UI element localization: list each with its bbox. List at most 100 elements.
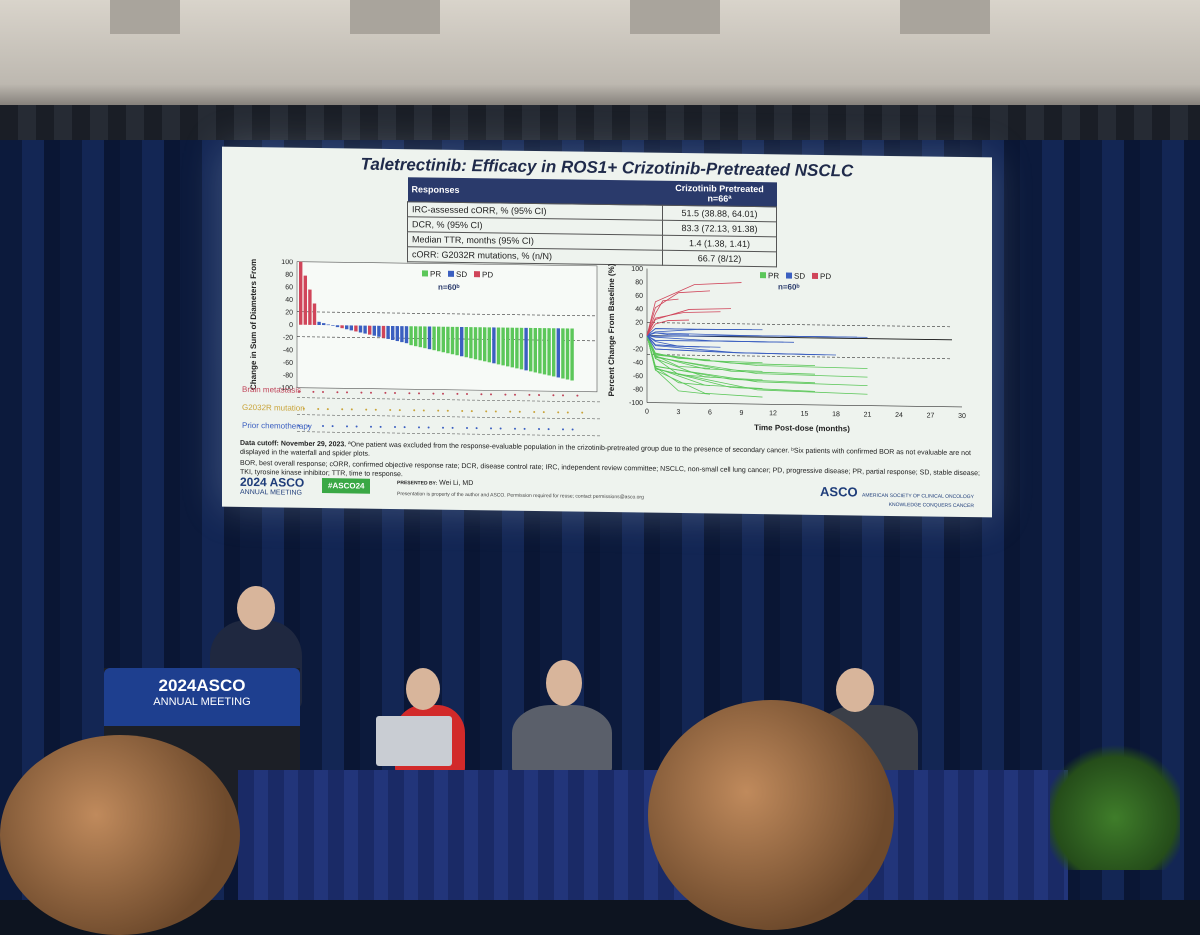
annotation-dot [499,427,502,430]
annotation-dot [331,425,334,428]
annotation-dot [562,394,564,397]
legend-sd: SD [794,272,805,281]
waterfall-ylabel: Best Percent Change in Sum of Diameters … [249,259,258,396]
waterfall-ytick: 60 [285,284,293,291]
spider-line [646,335,816,367]
spider-line [646,335,774,343]
annotation-dot [437,409,440,412]
annotation-dot [451,426,454,429]
ceiling-beam [630,0,720,34]
annotation-dot [302,407,305,410]
table-cell-value: 51.5 (38.88, 64.01) [662,205,777,222]
ceiling [0,0,1200,120]
spider-xtick: 9 [740,410,744,417]
waterfall-bar [377,325,381,337]
table-header-responses: Responses [407,177,663,206]
legend-swatch-sd [448,270,454,277]
annotation-dot [470,410,473,413]
waterfall-ytick: 80 [285,272,293,279]
annotation-dot [581,411,584,414]
spider-line [646,335,847,338]
podium-sign: 2024ASCO ANNUAL MEETING [104,668,300,726]
annotation-divider [297,397,602,403]
spider-xaxis [647,402,962,408]
annotation-dot [542,411,545,414]
waterfall-bar [326,324,330,326]
annotation-dot [398,409,401,412]
annotation-dot [394,392,396,395]
spider-xtick: 27 [927,412,935,419]
annotation-dot [442,392,444,395]
spider-xtick: 21 [864,412,872,419]
spider-ylabel: Percent Change From Baseline (%) [607,264,616,397]
spider-xtick: 3 [677,409,681,416]
presenter: PRESENTED BY: Wei Li, MD [397,479,473,487]
annotation-dot [456,392,459,395]
waterfall-ytick: 20 [285,309,293,316]
waterfall-bar [345,325,349,330]
speaker-head [237,586,275,630]
waterfall-bar [533,327,538,373]
annotation-dot [466,393,468,396]
legend-pr: PR [430,270,441,279]
waterfall-bar [418,326,423,348]
annotation-dot [485,410,488,413]
panelist-3-head [836,668,874,712]
waterfall-bar [487,327,492,363]
asco-society-logo: ASCO AMERICAN SOCIETY OF CLINICAL ONCOLO… [820,483,974,509]
annotation-dot [298,390,300,393]
waterfall-bar [354,325,358,332]
annotation-dot [418,392,420,395]
annotation-dot [346,391,348,394]
annotation-dot [307,424,310,427]
spider-xtick: 6 [708,409,712,416]
spider-ytick: 100 [631,266,643,273]
projection-slide: Taletrectinib: Efficacy in ROS1+ Crizoti… [222,146,992,518]
waterfall-bar [542,328,547,375]
ceiling-beam [900,0,990,34]
annotation-dot [557,411,560,414]
waterfall-n: n=60ᵇ [438,283,460,292]
asco-society-name: AMERICAN SOCIETY OF CLINICAL ONCOLOGY [862,492,974,501]
spider-xtick: 12 [769,410,777,417]
annotation-dot [442,426,444,429]
annotation-dot [346,425,348,428]
waterfall-bar [368,325,372,335]
waterfall-yticks: 100 80 60 40 20 0 -20 -40 -60 -80 -100 [279,259,293,392]
spider-xtick: 18 [832,411,840,418]
waterfall-bar [496,327,501,365]
annotation-dot [494,410,497,413]
annotation-dot [490,427,492,430]
annotation-dot [322,391,324,394]
waterfall-plot: Best Percent Change in Sum of Diameters … [242,259,602,396]
annotation-dot [403,426,406,429]
waterfall-bar [455,326,459,356]
annotation-dot [514,427,516,430]
spider-line [646,335,816,384]
annotation-dot [326,408,329,411]
annotation-dot [384,391,387,394]
spider-line [646,319,690,336]
waterfall-bar [510,327,515,368]
annotation-dot [298,424,300,427]
waterfall-bar [303,275,307,325]
legend-pd: PD [482,270,493,279]
ceiling-beam [350,0,440,34]
waterfall-bar [381,325,386,338]
waterfall-bar [391,325,395,341]
waterfall-bar [501,327,505,366]
slide-title: Taletrectinib: Efficacy in ROS1+ Crizoti… [360,154,854,181]
waterfall-bar [409,326,413,346]
annotation-dot [317,407,320,410]
waterfall-bar [446,326,450,354]
asco-meeting: ANNUAL MEETING [240,488,302,497]
waterfall-bar [317,321,321,326]
spider-ytick: 40 [635,306,643,313]
waterfall-bar [552,328,556,377]
waterfall-svg: Best Percent Change in Sum of Diameters … [249,259,598,396]
waterfall-bar [506,327,510,367]
spider-legend: PR SD PD n=60ᵇ [760,271,831,292]
spider-line [646,311,721,336]
annotation-dot [504,393,507,396]
annotation-dot [552,394,555,397]
